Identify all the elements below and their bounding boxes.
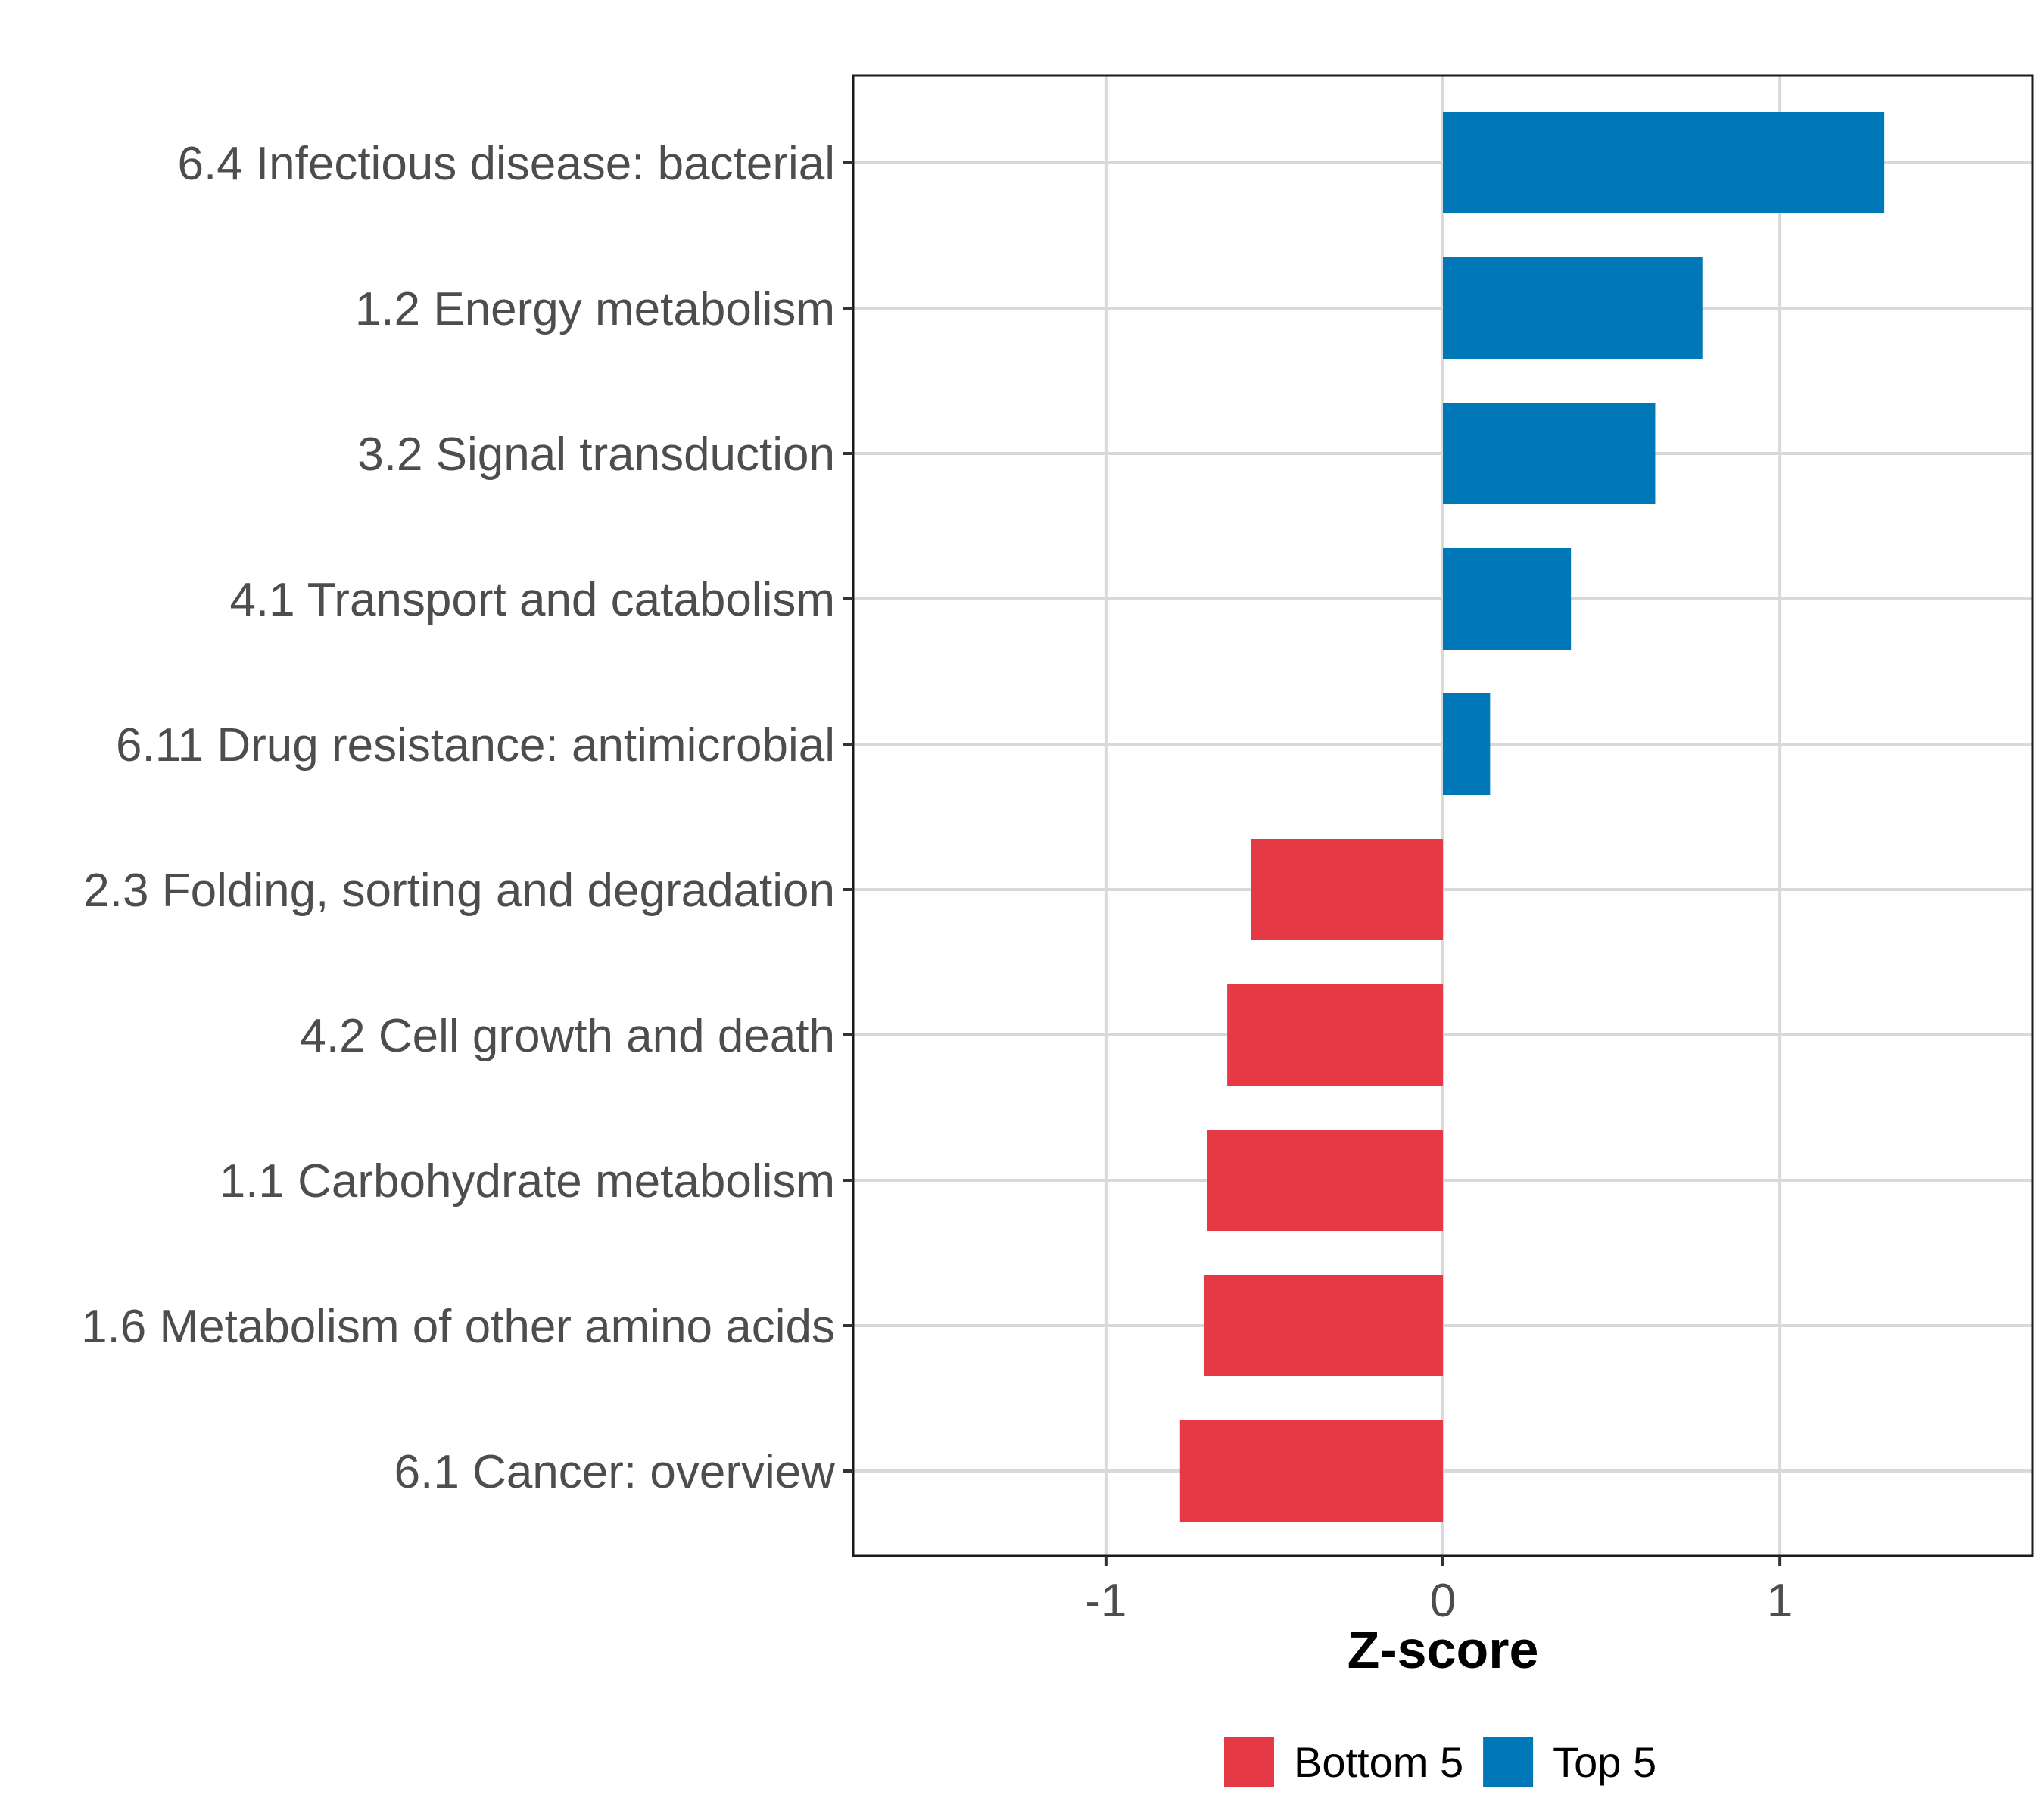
category-label: 3.2 Signal transduction [357, 429, 835, 481]
category-label: 6.4 Infectious disease: bacterial [177, 138, 835, 190]
tick-layer: -1 0 1 [843, 161, 1793, 1627]
category-label: 1.2 Energy metabolism [355, 283, 835, 335]
x-tick-label: -1 [1085, 1575, 1126, 1627]
bar [1179, 1420, 1443, 1522]
bar [1443, 257, 1703, 359]
category-label: 2.3 Folding, sorting and degradation [83, 865, 835, 917]
bar-layer [1179, 112, 1885, 1522]
bar [1443, 548, 1572, 650]
bar [1251, 839, 1443, 940]
bar [1443, 112, 1885, 213]
bar [1443, 403, 1656, 504]
bar [1203, 1275, 1443, 1376]
category-label: 4.2 Cell growth and death [300, 1010, 835, 1062]
legend: Bottom 5 Top 5 [1224, 1737, 1656, 1787]
x-axis-title: Z-score [1348, 1620, 1539, 1679]
legend-key [1224, 1737, 1274, 1787]
legend-label: Top 5 [1553, 1738, 1656, 1786]
legend-label: Bottom 5 [1294, 1738, 1463, 1786]
category-label: 1.1 Carbohydrate metabolism [220, 1155, 835, 1208]
category-label: 6.1 Cancer: overview [394, 1446, 836, 1498]
legend-key [1483, 1737, 1534, 1787]
x-tick-label: 0 [1430, 1575, 1456, 1627]
bar [1443, 693, 1491, 795]
category-label: 4.1 Transport and catabolism [229, 574, 835, 626]
category-label: 1.6 Metabolism of other amino acids [81, 1301, 835, 1353]
bar [1207, 1130, 1443, 1231]
category-label: 6.11 Drug resistance: antimicrobial [116, 719, 835, 771]
x-tick-label: 1 [1767, 1575, 1793, 1627]
bar [1227, 984, 1443, 1086]
category-label-layer: 6.4 Infectious disease: bacterial 1.2 Ene… [81, 138, 835, 1498]
